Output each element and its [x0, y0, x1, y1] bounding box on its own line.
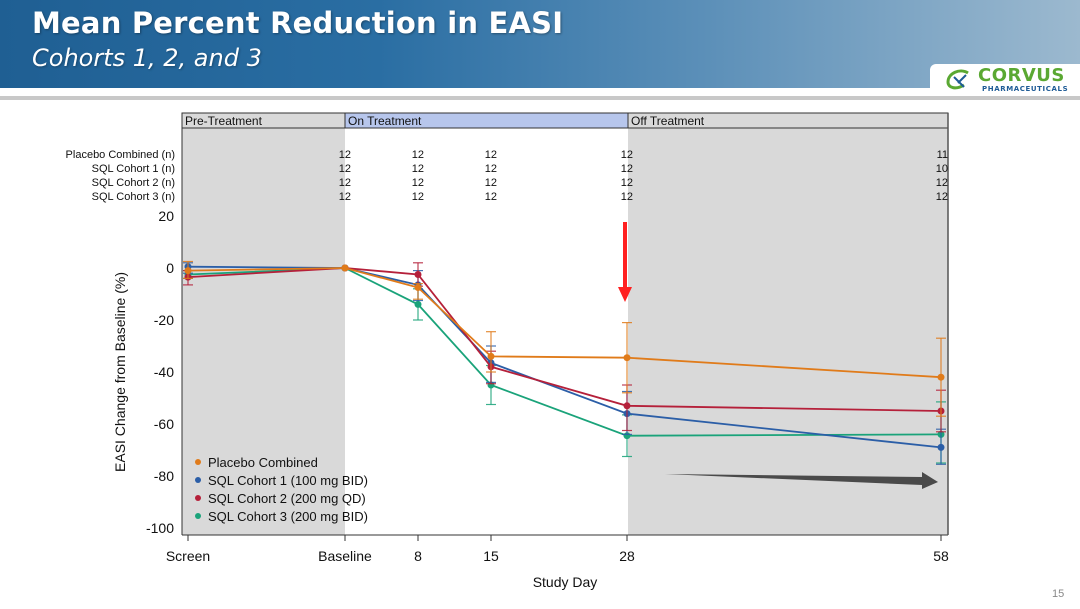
legend: Placebo Combined SQL Cohort 1 (100 mg BI…	[195, 455, 368, 524]
n-row-label-placebo: Placebo Combined (n)	[66, 149, 175, 161]
series-placebo	[183, 260, 946, 417]
off-treatment-shade	[628, 128, 948, 535]
y-axis-label: EASI Change from Baseline (%)	[112, 272, 128, 472]
n-table-cell: 12	[621, 191, 633, 203]
n-table-cell: 12	[936, 177, 948, 189]
x-tick-label: 8	[414, 548, 422, 564]
period-label-pre: Pre-Treatment	[185, 114, 263, 128]
red-down-arrow-icon	[618, 222, 632, 302]
data-point-placebo	[341, 264, 349, 272]
y-tick-label: -20	[154, 312, 174, 328]
n-table-cell: 12	[412, 191, 424, 203]
x-axis-ticks: Screen Baseline 8 15 28 58	[166, 535, 949, 564]
legend-label-placebo: Placebo Combined	[208, 455, 318, 470]
n-table-cell: 11	[937, 149, 948, 161]
legend-label-cohort1: SQL Cohort 1 (100 mg BID)	[208, 473, 368, 488]
legend-marker-cohort1	[195, 477, 201, 483]
period-label-on: On Treatment	[348, 114, 422, 128]
n-table-cell: 12	[485, 163, 497, 175]
pre-treatment-shade	[182, 128, 345, 535]
x-tick-label: Baseline	[318, 548, 372, 564]
n-table-cell: 12	[621, 163, 633, 175]
n-row-label-cohort1: SQL Cohort 1 (n)	[92, 163, 175, 175]
n-table-cell: 12	[412, 177, 424, 189]
data-point-placebo	[184, 267, 192, 275]
n-table-cell: 12	[485, 191, 497, 203]
x-tick-label: 15	[483, 548, 499, 564]
n-row-label-cohort2: SQL Cohort 2 (n)	[92, 177, 175, 189]
y-tick-label: 0	[166, 260, 174, 276]
legend-label-cohort2: SQL Cohort 2 (200 mg QD)	[208, 491, 366, 506]
gray-right-arrow-icon	[665, 472, 938, 489]
data-point-placebo	[623, 354, 631, 362]
x-tick-label: 28	[619, 548, 635, 564]
n-table-cell: 12	[339, 191, 351, 203]
series-layer	[183, 260, 946, 465]
y-tick-label: 20	[158, 208, 174, 224]
header-divider	[0, 96, 1080, 100]
period-label-off: Off Treatment	[631, 114, 705, 128]
legend-marker-cohort3	[195, 513, 201, 519]
logo-tagline: PHARMACEUTICALS	[982, 85, 1069, 93]
title-banner: Mean Percent Reduction in EASI Cohorts 1…	[0, 0, 1080, 88]
legend-marker-placebo	[195, 459, 201, 465]
n-table-cell: 12	[621, 149, 633, 161]
page-number: 15	[1052, 588, 1065, 600]
data-point-placebo	[487, 352, 495, 360]
data-point-cohort2	[623, 402, 631, 410]
x-axis-label: Study Day	[533, 574, 598, 590]
x-tick-label: 58	[933, 548, 949, 564]
n-table-cell: 12	[936, 191, 948, 203]
y-tick-label: -60	[154, 416, 174, 432]
n-table-cell: 12	[339, 177, 351, 189]
n-table-cell: 12	[412, 163, 424, 175]
data-point-placebo	[414, 284, 422, 291]
corvus-logo: CORVUS PHARMACEUTICALS	[930, 64, 1080, 96]
y-tick-label: -100	[146, 520, 174, 536]
series-line-cohort2	[187, 267, 942, 412]
x-tick-label: Screen	[166, 548, 210, 564]
y-tick-label: -40	[154, 364, 174, 380]
legend-marker-cohort2	[195, 495, 201, 501]
legend-label-cohort3: SQL Cohort 3 (200 mg BID)	[208, 509, 368, 524]
n-table-cell: 12	[412, 149, 424, 161]
n-table-cell: 12	[485, 177, 497, 189]
n-table-cell: 12	[339, 149, 351, 161]
corvus-logo-mark-icon	[946, 69, 969, 90]
n-table-values: 12 12 12 12 11 12 12 12 12 10 12 12 12 12 12 12 12 12 12 12	[339, 149, 948, 203]
n-table-cell: 12	[485, 149, 497, 161]
n-table-cell: 12	[621, 177, 633, 189]
n-table-cell: 10	[936, 163, 948, 175]
slide-subtitle: Cohorts 1, 2, and 3	[32, 44, 262, 72]
data-point-cohort3	[414, 300, 422, 308]
y-axis-ticks: 20 0 -20 -40 -60 -80 -100	[146, 208, 174, 536]
n-row-label-cohort3: SQL Cohort 3 (n)	[92, 191, 175, 203]
data-point-cohort1	[937, 443, 945, 451]
data-point-placebo	[937, 373, 945, 381]
y-tick-label: -80	[154, 468, 174, 484]
n-table-cell: 12	[339, 163, 351, 175]
slide-title: Mean Percent Reduction in EASI	[32, 6, 564, 40]
data-point-cohort2	[414, 271, 422, 278]
series-line-placebo	[187, 267, 942, 379]
logo-name: CORVUS	[978, 65, 1065, 86]
